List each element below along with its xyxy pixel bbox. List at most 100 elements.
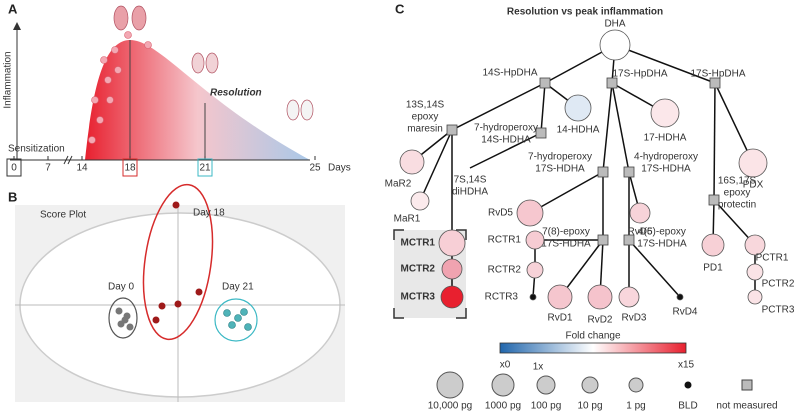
x-tick-label: 18 — [124, 163, 136, 174]
node — [599, 29, 631, 61]
phase-label: Sensitization — [8, 144, 65, 155]
node-label: 14S-HDHA — [481, 135, 531, 146]
y-arrow — [13, 22, 21, 30]
axis-break — [67, 155, 73, 165]
node-label: MaR2 — [385, 179, 412, 190]
node-label: RvD3 — [621, 313, 646, 324]
node — [410, 191, 430, 211]
node-label: PDX — [743, 180, 764, 191]
node — [618, 286, 640, 308]
colorbar-label: x0 — [500, 360, 511, 371]
timeline-panel — [10, 5, 314, 165]
edge — [419, 129, 453, 202]
node-label: RCTR1 — [488, 235, 522, 246]
node-label: 4(5)-epoxy — [638, 227, 686, 238]
mctr-brackets — [393, 229, 467, 319]
node — [606, 77, 618, 89]
colorbar-label: x15 — [678, 360, 695, 371]
node — [399, 149, 425, 175]
node — [597, 166, 609, 178]
x-tick-label: 0 — [11, 163, 17, 174]
edge — [469, 132, 542, 169]
edge — [714, 82, 754, 164]
node-label: RvD2 — [587, 315, 612, 326]
node-label: 17S-HDHA — [541, 239, 591, 250]
node-label: MaR1 — [394, 214, 421, 225]
legend-size — [536, 375, 556, 395]
node — [747, 289, 763, 305]
legend-label: 1000 pg — [485, 401, 521, 412]
node — [539, 77, 551, 89]
x-tick-label: 7 — [45, 163, 51, 174]
node-label: 17-HDHA — [644, 133, 687, 144]
node-label: RvD6 — [627, 227, 652, 238]
colorbar-label: 1x — [533, 362, 544, 373]
legend-label: 10,000 pg — [428, 401, 473, 412]
node — [564, 94, 592, 122]
axis-break — [63, 155, 69, 165]
node — [629, 202, 651, 224]
tick-box — [6, 158, 22, 177]
node-label: MCTR1 — [401, 238, 436, 249]
node-label: RvD1 — [547, 313, 572, 324]
node-label: RvD5 — [488, 208, 513, 219]
node — [701, 233, 725, 257]
edge — [602, 82, 613, 173]
node-label: DHA — [604, 19, 625, 30]
node-label: PCTR2 — [762, 279, 795, 290]
group-label: Day 18 — [193, 208, 225, 219]
node-label: RCTR3 — [485, 292, 519, 303]
plot-title: Score Plot — [40, 210, 86, 221]
node-label: 16S,17S — [718, 176, 757, 187]
legend-label: BLD — [678, 401, 697, 412]
node — [587, 284, 613, 310]
node-label: 13S,14S — [406, 100, 445, 111]
node — [738, 148, 768, 178]
node — [438, 229, 466, 257]
node-label: MCTR2 — [401, 264, 436, 275]
panel-letter: C — [395, 1, 405, 16]
score-plot-panel — [15, 183, 345, 402]
node — [547, 284, 573, 310]
node-label: maresin — [407, 124, 443, 135]
x-tick-label: 14 — [76, 163, 88, 174]
node-label: 14-HDHA — [557, 125, 600, 136]
node — [441, 258, 463, 280]
y-axis-label: Inflammation — [3, 51, 14, 108]
day18-points — [152, 201, 203, 324]
x-tick-label: 21 — [199, 163, 211, 174]
legend-size — [491, 373, 515, 397]
node-label: 17S-HDHA — [641, 164, 691, 175]
node-label: PCTR1 — [756, 253, 789, 264]
node-label: 17S-HpDHA — [612, 69, 667, 80]
node — [744, 234, 766, 256]
legend-size — [741, 379, 753, 391]
legend-label: 100 pg — [531, 401, 562, 412]
node-label: RCTR2 — [488, 265, 522, 276]
node — [650, 98, 680, 128]
node-label: epoxy — [412, 112, 439, 123]
legend-size — [684, 381, 692, 389]
legend-title: Fold change — [565, 331, 620, 342]
day0-points — [115, 307, 134, 331]
group-label: Day 21 — [222, 282, 254, 293]
edge — [451, 82, 546, 131]
colorbar — [499, 342, 687, 354]
node-label: 7S,14S — [454, 175, 487, 186]
node — [525, 230, 545, 250]
node-label: 14S-HpDHA — [482, 68, 537, 79]
node-label: protectin — [718, 200, 756, 211]
node-label: diHDHA — [452, 187, 488, 198]
edge — [540, 82, 546, 134]
edge — [614, 44, 716, 84]
legend-size — [581, 376, 599, 394]
node — [526, 261, 544, 279]
edge — [713, 82, 716, 201]
node — [516, 199, 544, 227]
legend-size — [436, 371, 464, 399]
node — [446, 124, 458, 136]
node — [529, 293, 537, 301]
node-label: RvD4 — [672, 307, 697, 318]
day21-points — [223, 308, 252, 331]
